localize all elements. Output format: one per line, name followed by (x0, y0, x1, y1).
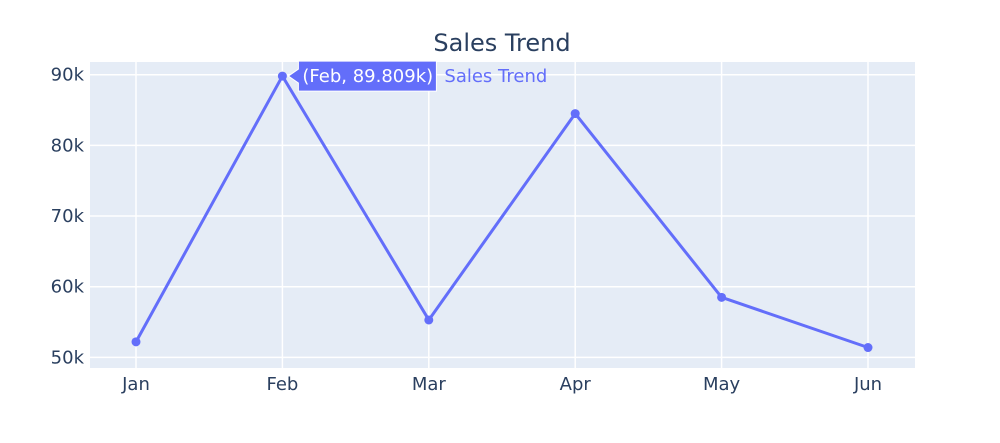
y-axis-ticks: 50k 60k 70k 80k 90k (51, 65, 85, 369)
y-tick-label: 60k (51, 277, 85, 298)
series-line (134, 74, 869, 349)
x-tick-label: Mar (412, 374, 447, 395)
tooltip-series-name: Sales Trend (444, 66, 547, 87)
y-tick-label: 90k (51, 65, 85, 86)
data-point (717, 292, 727, 302)
y-tick-label: 80k (51, 135, 85, 156)
chart-title: Sales Trend (433, 29, 570, 57)
series-layer (131, 71, 873, 353)
y-tick-label: 50k (51, 347, 85, 368)
data-point (570, 109, 580, 119)
x-tick-label: Jan (121, 374, 150, 395)
data-point (863, 343, 873, 353)
x-axis-ticks: Jan Feb Mar Apr May Jun (121, 374, 882, 395)
x-tick-label: Feb (266, 374, 298, 395)
data-point (424, 315, 434, 325)
tooltip-label: (Feb, 89.809k) (302, 66, 433, 87)
data-point (131, 337, 141, 347)
data-point (277, 71, 287, 81)
x-tick-label: Jun (853, 374, 882, 395)
tooltip-box (287, 60, 437, 92)
x-tick-label: May (703, 374, 741, 395)
x-tick-label: Apr (560, 374, 592, 395)
y-tick-label: 70k (51, 206, 85, 227)
hover-tooltip: (Feb, 89.809k) Sales Trend (287, 60, 547, 92)
